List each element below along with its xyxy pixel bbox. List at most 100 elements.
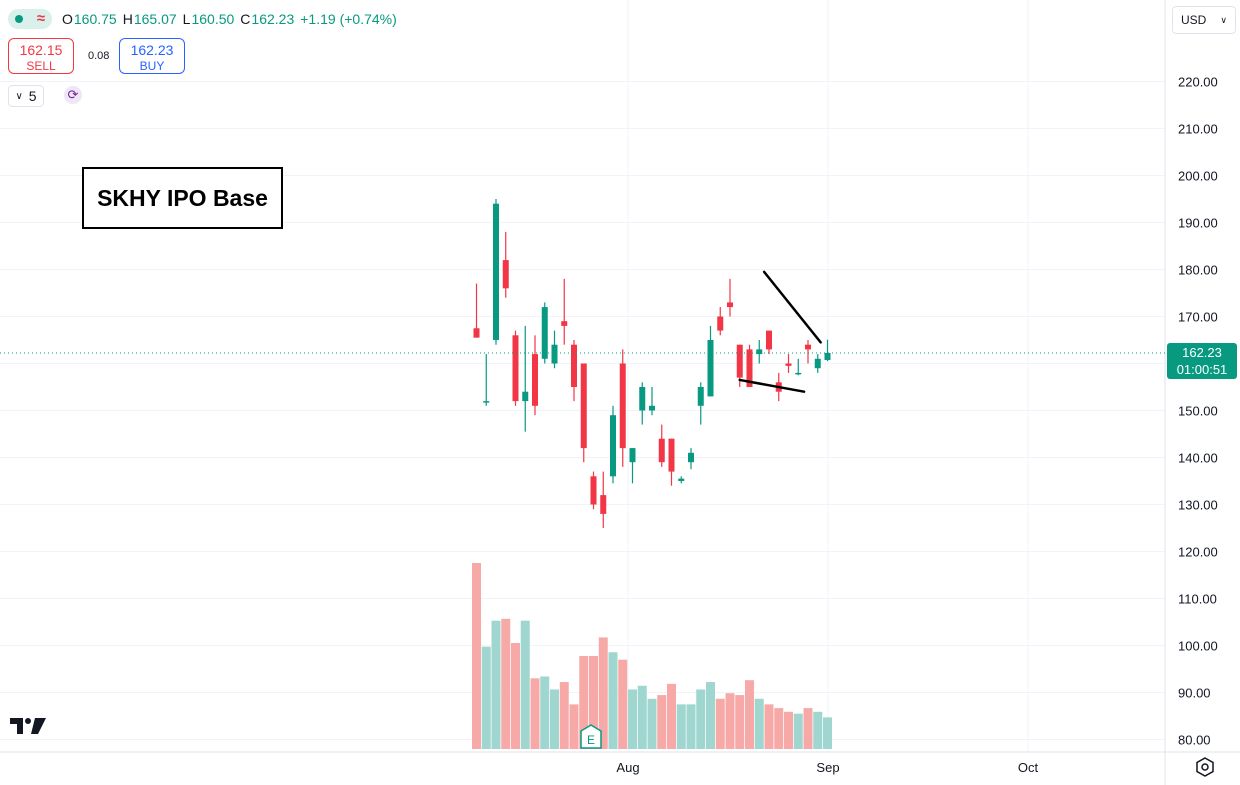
volume-bar xyxy=(637,685,647,749)
volume-bar xyxy=(706,682,715,749)
sync-icon[interactable]: ⟳ xyxy=(64,86,82,104)
candle xyxy=(658,424,665,467)
last-price-badge: 162.23 01:00:51 xyxy=(1167,343,1237,379)
candle-body xyxy=(658,438,665,463)
candle xyxy=(717,307,724,336)
wave-icon: ≈ xyxy=(36,10,46,27)
candle-body xyxy=(707,340,714,397)
candle xyxy=(746,344,753,387)
settings-icon[interactable] xyxy=(1194,756,1216,778)
volume-bar xyxy=(784,711,793,749)
buy-label: BUY xyxy=(139,59,165,73)
candle xyxy=(629,448,636,484)
candle-body xyxy=(600,495,607,514)
time-axis[interactable]: Aug Sep Oct xyxy=(616,760,1038,775)
candle xyxy=(814,354,821,373)
candle-body xyxy=(795,372,802,375)
buy-button[interactable]: 162.23 BUY xyxy=(119,38,185,74)
candle-body xyxy=(785,363,792,366)
candle-body xyxy=(805,344,811,350)
volume-bar xyxy=(628,689,637,749)
volume-bar xyxy=(608,652,618,749)
volume-bar xyxy=(686,704,696,749)
trendline xyxy=(762,270,822,344)
candle-body xyxy=(541,307,548,359)
candle xyxy=(766,330,772,355)
volume-bar xyxy=(481,646,491,749)
y-tick-label: 80.00 xyxy=(1178,733,1211,748)
candle xyxy=(541,302,548,364)
high-label: H xyxy=(122,11,133,27)
y-tick-label: 200.00 xyxy=(1178,169,1218,184)
candle-body xyxy=(756,349,763,355)
volume-bar xyxy=(823,717,832,749)
earnings-marker[interactable]: E xyxy=(580,724,602,749)
bar-countdown: 01:00:51 xyxy=(1176,362,1228,377)
volume-bar xyxy=(657,695,667,749)
volume-bar xyxy=(618,659,628,749)
currency-selector[interactable]: USD ∨ xyxy=(1172,6,1236,34)
candle-body xyxy=(649,405,655,411)
candle-body xyxy=(571,344,577,387)
close-value: 162.23 xyxy=(251,11,295,27)
volume-bar xyxy=(803,708,813,749)
currency-value: USD xyxy=(1181,13,1207,27)
candle xyxy=(522,325,529,432)
chevron-down-icon: ∨ xyxy=(1220,14,1227,25)
volume-bar xyxy=(511,642,520,749)
candle xyxy=(600,471,607,528)
candle-body xyxy=(561,321,568,326)
trendline xyxy=(738,378,806,393)
volume-bar xyxy=(676,704,686,749)
candle-body xyxy=(580,363,587,449)
low-value: 160.50 xyxy=(191,11,235,27)
candle xyxy=(697,382,704,425)
y-tick-label: 100.00 xyxy=(1178,639,1218,654)
candle xyxy=(483,354,490,406)
candle xyxy=(571,340,577,402)
volume-bar xyxy=(667,683,676,749)
sell-button[interactable]: 162.15 SELL xyxy=(8,38,74,74)
volume-bar xyxy=(813,711,823,749)
y-tick-label: 190.00 xyxy=(1178,216,1218,231)
candle xyxy=(756,340,763,364)
candle-body xyxy=(473,328,480,338)
y-tick-label: 110.00 xyxy=(1178,592,1217,607)
candle xyxy=(590,471,597,510)
candle-body xyxy=(717,316,724,331)
tradingview-logo-icon[interactable] xyxy=(10,714,46,738)
volume-bar xyxy=(764,704,774,749)
volume-bar xyxy=(559,682,569,749)
candle xyxy=(668,438,675,486)
buy-price: 162.23 xyxy=(130,42,174,58)
volume-bar xyxy=(501,618,511,749)
x-tick-label: Sep xyxy=(816,760,839,775)
candle-body xyxy=(629,448,636,463)
close-label: C xyxy=(240,11,251,27)
change-value: +1.19 (+0.74%) xyxy=(300,11,397,27)
volume-bar xyxy=(793,713,803,749)
candle-body xyxy=(502,260,509,289)
y-tick-label: 220.00 xyxy=(1178,75,1218,90)
annotation-box[interactable]: SKHY IPO Base xyxy=(82,167,283,229)
candle-body xyxy=(551,344,558,364)
candle-body xyxy=(766,330,772,350)
volume-bar xyxy=(520,620,530,749)
candle xyxy=(688,448,694,470)
quantity-selector[interactable]: ∨ 5 xyxy=(8,85,44,107)
volume-bar xyxy=(598,637,608,749)
market-status-icon[interactable]: ≈ xyxy=(8,9,52,29)
candle xyxy=(551,330,558,369)
x-tick-label: Aug xyxy=(616,760,639,775)
last-price-value: 162.23 xyxy=(1182,345,1222,360)
price-axis[interactable]: 220.00210.00200.00190.00180.00170.00160.… xyxy=(1178,75,1218,748)
volume-bar xyxy=(647,698,657,749)
candle xyxy=(727,278,733,317)
earnings-label: E xyxy=(587,733,595,747)
y-tick-label: 150.00 xyxy=(1178,404,1218,419)
volume-bar xyxy=(540,676,550,749)
high-value: 165.07 xyxy=(133,11,177,27)
candle xyxy=(639,382,646,425)
status-dot xyxy=(14,15,23,23)
